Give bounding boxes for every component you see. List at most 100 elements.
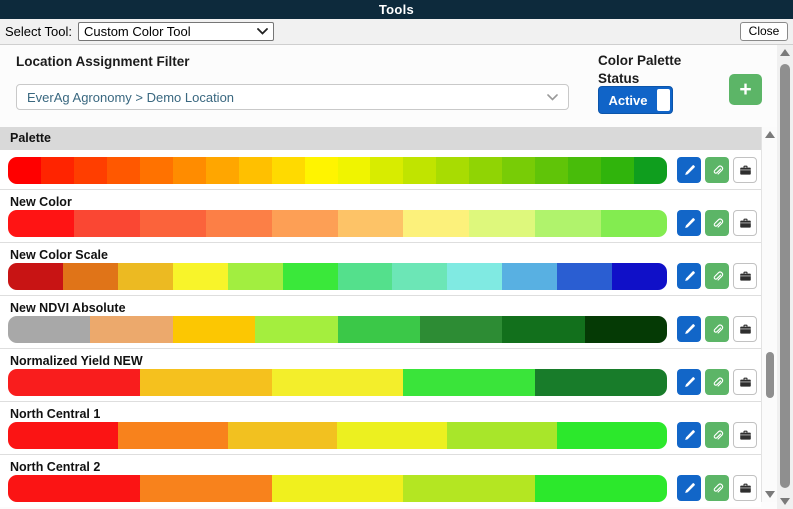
color-segment <box>205 157 239 184</box>
triangle-down-icon[interactable] <box>765 491 775 498</box>
attach-palette-button[interactable] <box>705 369 729 395</box>
archive-palette-button[interactable] <box>733 210 757 236</box>
color-segment <box>601 157 635 184</box>
location-filter-value: EverAg Agronomy > Demo Location <box>27 89 235 105</box>
edit-palette-button[interactable] <box>677 263 701 289</box>
palette-name: New NDVI Absolute <box>10 301 126 315</box>
palette-status-toggle[interactable]: Active <box>598 86 673 114</box>
paperclip-icon <box>713 218 723 228</box>
edit-palette-button[interactable] <box>677 157 701 183</box>
location-filter-select[interactable]: EverAg Agronomy > Demo Location <box>16 84 569 110</box>
attach-palette-button[interactable] <box>705 422 729 448</box>
color-segment <box>337 210 404 237</box>
edit-palette-button[interactable] <box>677 475 701 501</box>
color-segment <box>172 263 228 290</box>
attach-palette-button[interactable] <box>705 210 729 236</box>
attach-palette-button[interactable] <box>705 263 729 289</box>
attach-palette-button[interactable] <box>705 316 729 342</box>
palette-actions <box>677 263 757 289</box>
color-bar <box>8 316 667 343</box>
color-bar <box>8 210 667 237</box>
palette-row: Normalized Yield NEW <box>0 348 761 401</box>
color-segment <box>8 422 118 449</box>
palette-name: New Color <box>10 195 72 209</box>
color-segment <box>8 263 63 290</box>
page-scrollbar-thumb[interactable] <box>780 64 790 488</box>
toggle-knob[interactable] <box>657 89 670 111</box>
triangle-down-icon[interactable] <box>780 498 790 505</box>
color-bar <box>8 157 667 184</box>
color-segment <box>62 263 118 290</box>
pencil-icon <box>684 217 695 228</box>
color-segment <box>370 157 404 184</box>
close-button[interactable]: Close <box>740 22 788 41</box>
color-segment <box>271 157 305 184</box>
paperclip-icon <box>713 483 723 493</box>
palette-row: North Central 1 <box>0 401 761 454</box>
attach-palette-button[interactable] <box>705 475 729 501</box>
color-segment <box>601 210 667 237</box>
toolbar: Select Tool: Custom Color Tool Close <box>0 19 793 45</box>
archive-palette-button[interactable] <box>733 369 757 395</box>
color-segment <box>403 157 437 184</box>
pencil-icon <box>684 429 695 440</box>
color-segment <box>40 157 74 184</box>
tool-select[interactable]: Custom Color Tool <box>77 22 274 41</box>
pencil-icon <box>684 270 695 281</box>
color-segment <box>172 316 256 343</box>
archive-box-icon <box>739 377 751 387</box>
color-segment <box>337 157 371 184</box>
palette-actions <box>677 475 757 501</box>
location-filter-label: Location Assignment Filter <box>16 54 190 69</box>
archive-box-icon <box>739 430 751 440</box>
color-palette-status-label: Color Palette Status <box>598 52 681 88</box>
palette-actions <box>677 157 757 183</box>
palette-actions <box>677 369 757 395</box>
palette-row: North Central 2 <box>0 454 761 507</box>
archive-palette-button[interactable] <box>733 475 757 501</box>
color-segment <box>238 157 272 184</box>
pencil-icon <box>684 376 695 387</box>
color-segment <box>557 263 613 290</box>
color-segment <box>436 157 470 184</box>
toggle-label: Active <box>608 93 648 108</box>
color-segment <box>419 316 503 343</box>
archive-box-icon <box>739 271 751 281</box>
color-segment <box>584 316 667 343</box>
triangle-up-icon[interactable] <box>780 49 790 56</box>
color-segment <box>255 316 338 343</box>
color-segment <box>282 263 338 290</box>
edit-palette-button[interactable] <box>677 210 701 236</box>
color-segment <box>139 369 272 396</box>
paperclip-icon <box>713 324 723 334</box>
page-scrollbar[interactable] <box>777 45 793 509</box>
list-scrollbar[interactable] <box>761 127 777 502</box>
color-segment <box>337 263 393 290</box>
color-segment <box>271 475 404 502</box>
dialog-title: Tools <box>0 0 793 19</box>
edit-palette-button[interactable] <box>677 316 701 342</box>
archive-palette-button[interactable] <box>733 316 757 342</box>
paperclip-icon <box>713 271 723 281</box>
palette-name: Normalized Yield NEW <box>10 354 143 368</box>
paperclip-icon <box>713 165 723 175</box>
archive-palette-button[interactable] <box>733 263 757 289</box>
pencil-icon <box>684 323 695 334</box>
edit-palette-button[interactable] <box>677 369 701 395</box>
attach-palette-button[interactable] <box>705 157 729 183</box>
list-scrollbar-thumb[interactable] <box>766 352 774 398</box>
archive-palette-button[interactable] <box>733 422 757 448</box>
add-palette-button[interactable]: + <box>729 74 762 105</box>
color-segment <box>139 157 173 184</box>
color-segment <box>172 157 206 184</box>
palette-row: New NDVI Absolute <box>0 295 761 348</box>
color-segment <box>139 210 206 237</box>
edit-palette-button[interactable] <box>677 422 701 448</box>
color-segment <box>8 210 74 237</box>
color-segment <box>535 210 602 237</box>
palette-name: Palette <box>0 127 761 150</box>
palette-actions <box>677 422 757 448</box>
archive-palette-button[interactable] <box>733 157 757 183</box>
triangle-up-icon[interactable] <box>765 131 775 138</box>
palette-name: North Central 2 <box>10 460 101 474</box>
